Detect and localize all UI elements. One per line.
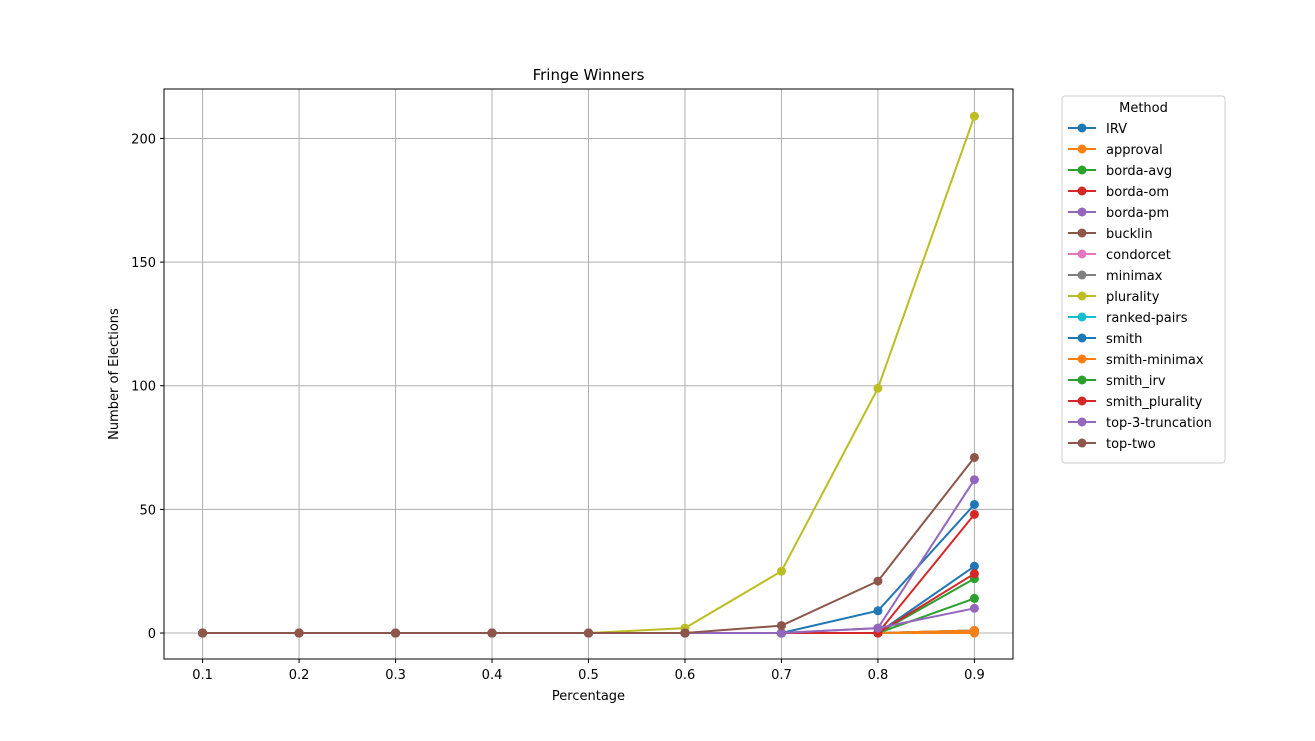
legend-swatch-marker — [1077, 186, 1087, 196]
legend-item: smith_irv — [1068, 374, 1166, 389]
data-point — [294, 628, 304, 638]
grid-lines — [164, 89, 1013, 659]
y-tick-label: 50 — [139, 503, 156, 518]
y-tick-label: 0 — [148, 627, 156, 642]
y-axis-label: Number of Elections — [107, 308, 122, 440]
legend-label: ranked-pairs — [1106, 311, 1188, 326]
x-tick-label: 0.3 — [385, 668, 406, 683]
data-point — [969, 561, 979, 571]
data-point — [487, 628, 497, 638]
legend-item: top-3-truncation — [1068, 416, 1212, 431]
y-tick-label: 200 — [131, 132, 156, 147]
legend-item: approval — [1068, 143, 1163, 158]
legend-swatch-marker — [1077, 228, 1087, 238]
legend-swatch-marker — [1077, 123, 1087, 133]
legend-swatch-marker — [1077, 144, 1087, 154]
y-axis: 0 50 100 150 200 — [131, 132, 164, 642]
legend-box — [1061, 95, 1226, 464]
data-point — [198, 628, 208, 638]
legend-item: plurality — [1068, 290, 1160, 305]
legend-swatch-marker — [1077, 291, 1087, 301]
data-point — [391, 628, 401, 638]
legend-label: condorcet — [1106, 248, 1171, 263]
chart-title: Fringe Winners — [533, 66, 645, 84]
data-point — [873, 606, 883, 616]
data-point — [776, 621, 786, 631]
legend-item: condorcet — [1068, 248, 1171, 263]
legend-item: minimax — [1068, 269, 1163, 284]
data-point — [680, 628, 690, 638]
x-axis: 0.1 0.2 0.3 0.4 0.5 0.6 0.7 0.8 0.9 — [192, 659, 985, 683]
legend-label: minimax — [1106, 269, 1163, 284]
legend-label: borda-pm — [1106, 206, 1169, 221]
legend-item: bucklin — [1068, 227, 1153, 242]
data-point — [969, 499, 979, 509]
data-point — [873, 383, 883, 393]
x-tick-label: 0.1 — [192, 668, 213, 683]
legend-item: ranked-pairs — [1068, 311, 1188, 326]
legend-item: IRV — [1068, 122, 1127, 137]
legend-label: top-two — [1106, 437, 1156, 452]
legend-items: IRV approval borda-avg borda-om borda-pm buck… — [1068, 122, 1212, 452]
data-point — [873, 576, 883, 586]
y-tick-label: 100 — [131, 380, 156, 395]
series-top-two — [198, 452, 979, 638]
legend-item: smith-minimax — [1068, 353, 1204, 368]
legend-item: top-two — [1068, 437, 1156, 452]
y-tick-label: 150 — [131, 256, 156, 271]
data-point — [969, 593, 979, 603]
legend-swatch-marker — [1077, 396, 1087, 406]
x-tick-label: 0.7 — [771, 668, 792, 683]
legend-swatch-marker — [1077, 438, 1087, 448]
legend-item: borda-avg — [1068, 164, 1172, 179]
legend-label: borda-om — [1106, 185, 1169, 200]
legend-swatch-marker — [1077, 333, 1087, 343]
data-point — [969, 475, 979, 485]
legend-label: smith_plurality — [1106, 395, 1203, 410]
legend-swatch-marker — [1077, 312, 1087, 322]
legend-swatch-marker — [1077, 417, 1087, 427]
data-point — [776, 628, 786, 638]
x-axis-label: Percentage — [552, 689, 625, 704]
legend-item: borda-pm — [1068, 206, 1169, 221]
legend-swatch-marker — [1077, 270, 1087, 280]
legend-title: Method — [1119, 101, 1168, 116]
legend-swatch-marker — [1077, 207, 1087, 217]
data-point — [969, 509, 979, 519]
data-point — [776, 566, 786, 576]
legend-label: smith — [1106, 332, 1142, 347]
legend-label: smith_irv — [1106, 374, 1166, 389]
legend-swatch-marker — [1077, 354, 1087, 364]
x-tick-label: 0.5 — [578, 668, 599, 683]
legend: Method IRV approval borda-avg borda-om borda… — [1061, 95, 1226, 464]
legend-label: IRV — [1106, 122, 1127, 137]
legend-label: bucklin — [1106, 227, 1153, 242]
legend-swatch-marker — [1077, 249, 1087, 259]
data-point — [584, 628, 593, 638]
data-point — [969, 569, 979, 579]
legend-swatch-marker — [1077, 165, 1087, 175]
data-point — [969, 452, 979, 462]
series-group — [198, 111, 979, 638]
legend-label: smith-minimax — [1106, 353, 1204, 368]
data-point — [969, 603, 979, 613]
x-tick-label: 0.6 — [675, 668, 696, 683]
legend-item: borda-om — [1068, 185, 1169, 200]
legend-item: smith_plurality — [1068, 395, 1203, 410]
legend-item: smith — [1068, 332, 1142, 347]
data-point — [873, 623, 883, 633]
x-tick-label: 0.9 — [964, 668, 985, 683]
x-tick-label: 0.2 — [289, 668, 310, 683]
legend-label: top-3-truncation — [1106, 416, 1212, 431]
legend-label: borda-avg — [1106, 164, 1172, 179]
x-tick-label: 0.4 — [482, 668, 503, 683]
x-tick-label: 0.8 — [868, 668, 889, 683]
data-point — [969, 111, 979, 121]
legend-label: approval — [1106, 143, 1163, 158]
legend-swatch-marker — [1077, 375, 1087, 385]
data-point — [969, 626, 979, 636]
legend-label: plurality — [1106, 290, 1160, 305]
